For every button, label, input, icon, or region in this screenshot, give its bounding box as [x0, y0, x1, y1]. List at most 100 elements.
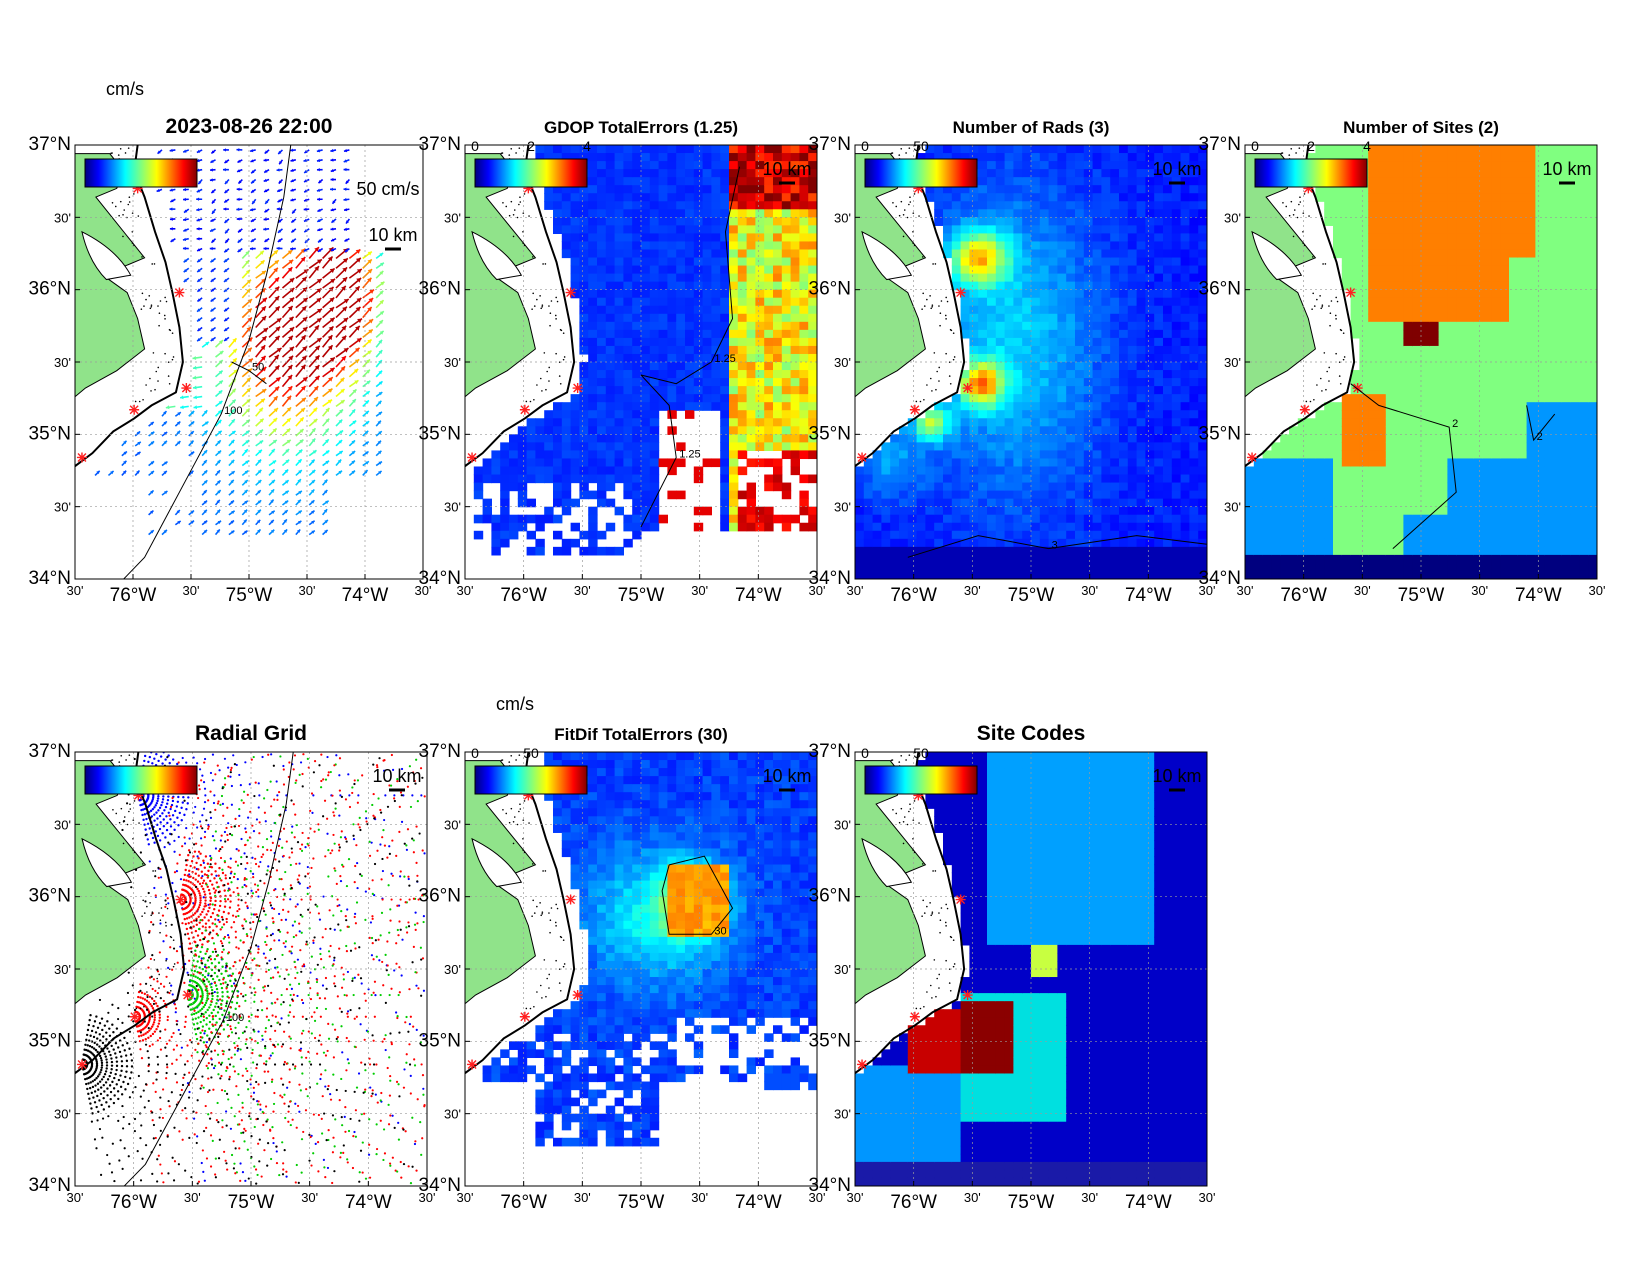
- field-cell: [1119, 514, 1129, 524]
- field-cell: [720, 169, 730, 178]
- field-cell: [1271, 442, 1281, 452]
- coast-speck: [528, 215, 530, 217]
- field-cell: [597, 418, 607, 427]
- field-cell: [1048, 466, 1058, 476]
- field-cell: [553, 225, 563, 235]
- field-cell: [1013, 418, 1023, 427]
- field-cell: [863, 570, 874, 579]
- current-vector-head: [299, 439, 304, 444]
- field-cell: [588, 329, 598, 339]
- field-cell: [702, 145, 712, 154]
- field-cell: [632, 522, 642, 532]
- field-cell: [1110, 337, 1120, 347]
- field-cell: [544, 474, 554, 484]
- field-cell: [614, 217, 624, 226]
- field-cell: [579, 402, 589, 411]
- field-cell: [632, 394, 642, 403]
- field-cell: [1324, 145, 1334, 154]
- field-cell: [720, 201, 730, 210]
- field-cell: [978, 241, 988, 251]
- scalebar-label: 10 km: [1152, 159, 1201, 179]
- current-vector-head: [231, 431, 236, 435]
- field-cell: [1127, 313, 1138, 323]
- field-cell: [808, 233, 817, 243]
- field-cell: [863, 546, 874, 556]
- field-cell: [899, 474, 909, 484]
- field-cell: [658, 193, 668, 202]
- field-cell: [1119, 498, 1129, 508]
- field-cell: [1101, 426, 1111, 435]
- field-cell: [799, 506, 809, 516]
- field-cell: [1110, 233, 1120, 243]
- coast-speck: [922, 292, 924, 295]
- field-cell: [702, 370, 712, 379]
- field-cell: [1145, 209, 1155, 218]
- field-cell: [746, 249, 756, 259]
- field-cell: [561, 538, 572, 548]
- field-cell: [693, 257, 704, 267]
- field-cell: [1004, 201, 1014, 210]
- lon-tick-label: 75°W: [226, 585, 273, 606]
- field-cell: [676, 153, 686, 162]
- field-cell: [702, 225, 712, 235]
- field-cell: [1101, 434, 1111, 443]
- field-cell: [685, 153, 695, 162]
- field-cell: [1013, 402, 1023, 411]
- field-cell: [1048, 394, 1058, 403]
- coast-speck: [932, 263, 934, 265]
- field-cell: [1341, 410, 1352, 419]
- current-vector-head: [163, 432, 168, 436]
- field-cell: [808, 506, 817, 516]
- field-cell: [755, 145, 765, 154]
- field-cell: [764, 370, 774, 379]
- field-cell: [676, 394, 686, 403]
- field-cell: [987, 410, 997, 419]
- current-vector-head: [261, 389, 267, 394]
- field-cell: [1350, 209, 1360, 218]
- field-cell: [969, 490, 979, 500]
- field-cell: [729, 386, 739, 395]
- field-cell: [641, 522, 651, 532]
- coast-speck: [502, 201, 504, 204]
- field-cell: [526, 498, 536, 508]
- field-cell: [1171, 370, 1182, 379]
- field-cell: [1057, 418, 1067, 427]
- field-cell: [1022, 570, 1032, 579]
- field-cell: [1101, 161, 1111, 170]
- field-cell: [570, 498, 580, 508]
- field-cell: [561, 145, 572, 154]
- coast-speck: [518, 203, 520, 206]
- field-cell: [1171, 337, 1182, 347]
- field-cell: [1066, 209, 1076, 218]
- field-cell: [899, 546, 909, 556]
- coast-speck: [531, 308, 533, 310]
- field-cell: [1350, 265, 1360, 275]
- current-vector-head: [303, 248, 308, 252]
- field-cell: [799, 281, 809, 291]
- field-cell: [1057, 546, 1067, 556]
- field-cell: [729, 522, 739, 532]
- field-cell: [1075, 370, 1085, 379]
- field-cell: [960, 193, 970, 202]
- current-vector-head: [150, 490, 154, 494]
- field-cell: [1189, 193, 1199, 202]
- field-cell: [790, 337, 800, 347]
- field-cell: [1189, 249, 1199, 259]
- field-cell: [1136, 522, 1146, 532]
- current-vector-head: [183, 259, 188, 263]
- coast-speck: [505, 205, 508, 208]
- field-cell: [1136, 418, 1146, 427]
- field-cell: [755, 281, 765, 291]
- field-cell: [632, 313, 642, 323]
- field-cell: [1101, 241, 1111, 251]
- field-cell: [641, 217, 651, 226]
- field-cell: [641, 482, 651, 492]
- field-cell: [987, 506, 997, 516]
- field-cell: [1198, 161, 1207, 170]
- field-cell: [588, 337, 598, 347]
- coast-speck: [141, 292, 144, 295]
- field-cell: [1004, 297, 1014, 307]
- field-cell: [473, 482, 484, 492]
- field-cell: [1189, 177, 1199, 186]
- field-cell: [1289, 434, 1299, 443]
